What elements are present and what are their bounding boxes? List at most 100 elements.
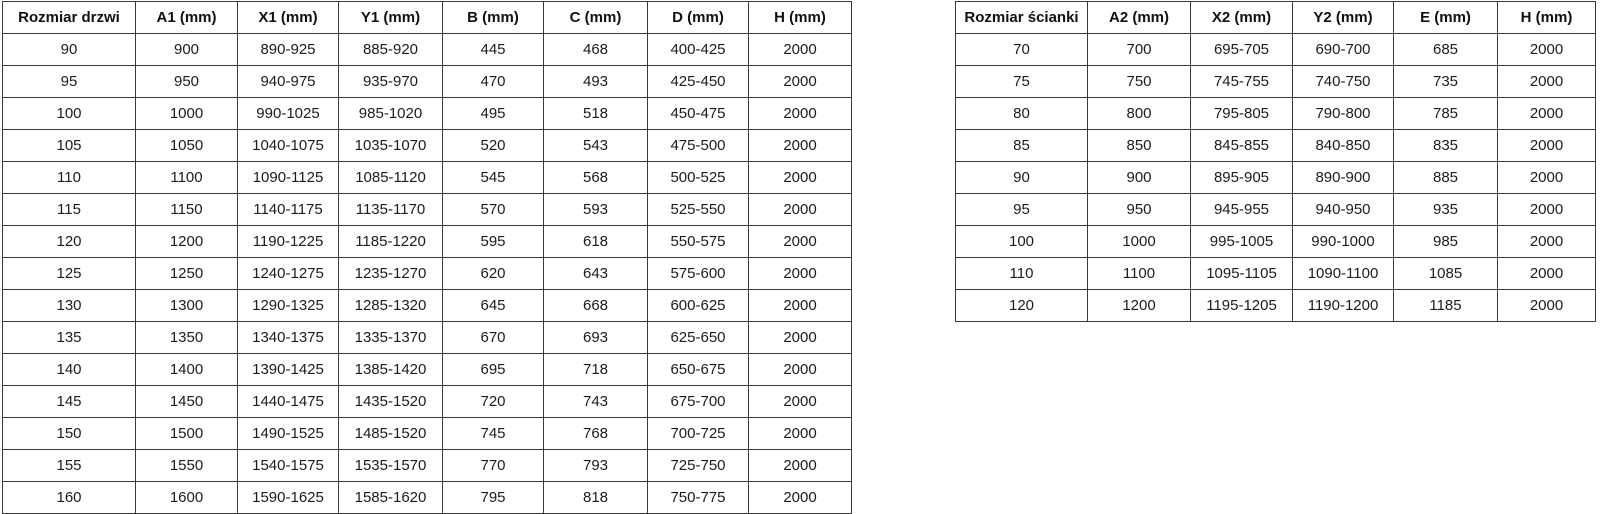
table-cell: 1085: [1393, 257, 1498, 290]
table-cell: 1300: [135, 289, 238, 322]
table-cell: 145: [2, 385, 136, 418]
table-cell: 643: [543, 257, 648, 290]
column-header: Y1 (mm): [338, 1, 443, 34]
table-cell: 1150: [135, 193, 238, 226]
table-row: 160 1600 1590-1625 1585-1620 795 818 750-775 20…: [2, 481, 852, 514]
table-cell: 2000: [1497, 65, 1596, 98]
table-cell: 120: [2, 225, 136, 258]
table-row: 85 850 845-855 840-850 835 2000: [955, 129, 1596, 162]
table-cell: 2000: [1497, 193, 1596, 226]
table-row: 90 900 890-925 885-920 445 468 400-425 2000: [2, 33, 852, 66]
table-cell: 470: [442, 65, 544, 98]
table-row: 150 1500 1490-1525 1485-1520 745 768 700-725 20…: [2, 417, 852, 450]
table-cell: 1100: [135, 161, 238, 194]
table-row: 90 900 895-905 890-900 885 2000: [955, 161, 1596, 194]
table-cell: 693: [543, 321, 648, 354]
table-cell: 795: [442, 481, 544, 514]
table-row: 80 800 795-805 790-800 785 2000: [955, 97, 1596, 130]
table-cell: 1590-1625: [237, 481, 339, 514]
table-cell: 2000: [748, 449, 852, 482]
table-row: 115 1150 1140-1175 1135-1170 570 593 525-550 20…: [2, 193, 852, 226]
table-cell: 800: [1087, 97, 1191, 130]
table-cell: 2000: [748, 289, 852, 322]
table-cell: 1535-1570: [338, 449, 443, 482]
table-cell: 670: [442, 321, 544, 354]
table-cell: 1200: [1087, 289, 1191, 322]
table-cell: 895-905: [1190, 161, 1293, 194]
table-cell: 425-450: [647, 65, 749, 98]
table-cell: 2000: [748, 385, 852, 418]
table-cell: 2000: [1497, 289, 1596, 322]
table-cell: 135: [2, 321, 136, 354]
table-cell: 695: [442, 353, 544, 386]
table-cell: 990-1000: [1292, 225, 1394, 258]
table-cell: 845-855: [1190, 129, 1293, 162]
table-cell: 1185-1220: [338, 225, 443, 258]
table-cell: 695-705: [1190, 33, 1293, 66]
table-cell: 2000: [748, 129, 852, 162]
column-header: C (mm): [543, 1, 648, 34]
table-cell: 1000: [135, 97, 238, 130]
column-header: A2 (mm): [1087, 1, 1191, 34]
table-cell: 935: [1393, 193, 1498, 226]
table-cell: 650-675: [647, 353, 749, 386]
table-cell: 718: [543, 353, 648, 386]
table-cell: 793: [543, 449, 648, 482]
table-cell: 785: [1393, 97, 1498, 130]
table-cell: 2000: [748, 353, 852, 386]
column-header: B (mm): [442, 1, 544, 34]
table-cell: 543: [543, 129, 648, 162]
wall-size-table: Rozmiar ścianki A2 (mm) X2 (mm) Y2 (mm) E (m…: [955, 1, 1596, 322]
column-header: H (mm): [1497, 1, 1596, 34]
table-cell: 1340-1375: [237, 321, 339, 354]
table-cell: 593: [543, 193, 648, 226]
table-cell: 818: [543, 481, 648, 514]
table-cell: 618: [543, 225, 648, 258]
column-header: X1 (mm): [237, 1, 339, 34]
table-cell: 1490-1525: [237, 417, 339, 450]
table-cell: 1250: [135, 257, 238, 290]
column-header: X2 (mm): [1190, 1, 1293, 34]
table-cell: 900: [135, 33, 238, 66]
table-cell: 900: [1087, 161, 1191, 194]
table-cell: 1600: [135, 481, 238, 514]
table-cell: 850: [1087, 129, 1191, 162]
table-cell: 675-700: [647, 385, 749, 418]
table-cell: 1100: [1087, 257, 1191, 290]
table-cell: 690-700: [1292, 33, 1394, 66]
column-header: H (mm): [748, 1, 852, 34]
table-cell: 685: [1393, 33, 1498, 66]
table-cell: 493: [543, 65, 648, 98]
table-cell: 995-1005: [1190, 225, 1293, 258]
table-cell: 2000: [1497, 161, 1596, 194]
table-cell: 940-975: [237, 65, 339, 98]
table-cell: 475-500: [647, 129, 749, 162]
table-cell: 2000: [748, 257, 852, 290]
table-cell: 700-725: [647, 417, 749, 450]
table-row: 130 1300 1290-1325 1285-1320 645 668 600-625 20…: [2, 289, 852, 322]
table-cell: 1390-1425: [237, 353, 339, 386]
table-cell: 110: [2, 161, 136, 194]
table-cell: 130: [2, 289, 136, 322]
table-cell: 550-575: [647, 225, 749, 258]
table-cell: 1350: [135, 321, 238, 354]
table-cell: 795-805: [1190, 97, 1293, 130]
header-row: Rozmiar ścianki A2 (mm) X2 (mm) Y2 (mm) E (m…: [955, 1, 1596, 34]
table-cell: 1050: [135, 129, 238, 162]
header-row: Rozmiar drzwi A1 (mm) X1 (mm) Y1 (mm) B (mm)…: [2, 1, 852, 34]
table-cell: 525-550: [647, 193, 749, 226]
column-header: Rozmiar ścianki: [955, 1, 1088, 34]
table-cell: 80: [955, 97, 1088, 130]
table-cell: 790-800: [1292, 97, 1394, 130]
table-cell: 735: [1393, 65, 1498, 98]
table-row: 110 1100 1090-1125 1085-1120 545 568 500-525 20…: [2, 161, 852, 194]
table-row: 105 1050 1040-1075 1035-1070 520 543 475-500 20…: [2, 129, 852, 162]
table-cell: 450-475: [647, 97, 749, 130]
table-cell: 743: [543, 385, 648, 418]
table-cell: 105: [2, 129, 136, 162]
table-cell: 1440-1475: [237, 385, 339, 418]
table-cell: 2000: [1497, 33, 1596, 66]
table-cell: 100: [2, 97, 136, 130]
table-cell: 140: [2, 353, 136, 386]
